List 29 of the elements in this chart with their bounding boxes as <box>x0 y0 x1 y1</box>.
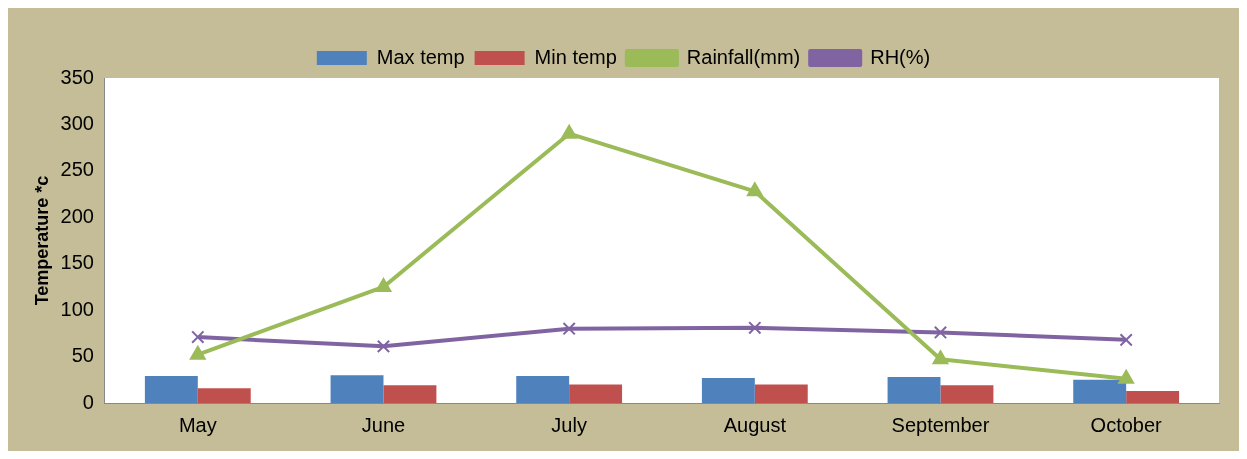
point <box>375 277 392 292</box>
y-tick-label: 350 <box>60 65 94 88</box>
point <box>376 339 391 354</box>
x-tick-label: June <box>361 413 406 436</box>
x-tick-label: August <box>723 413 787 436</box>
point <box>746 182 763 197</box>
x-tick-label: September <box>891 413 990 436</box>
legend-label: Max temp <box>376 45 465 68</box>
y-tick-label: 50 <box>71 344 94 367</box>
legend-label: Rainfall(mm) <box>686 45 801 68</box>
x-tick-label: July <box>551 413 587 436</box>
legend-label: RH(%) <box>870 45 931 68</box>
point <box>748 321 762 335</box>
x-tick-label: October <box>1090 413 1163 436</box>
point <box>932 350 949 365</box>
point <box>561 124 578 139</box>
y-tick-label: 0 <box>82 390 94 413</box>
y-tick-label: 200 <box>60 204 94 227</box>
y-tick-label: 300 <box>60 111 94 134</box>
point <box>933 325 948 340</box>
y-tick-label: 150 <box>60 251 94 274</box>
point <box>191 330 205 344</box>
point <box>1119 333 1133 347</box>
x-tick-label: May <box>178 413 217 436</box>
y-axis-title: Temperature *c <box>31 175 52 306</box>
legend-label: Min temp <box>534 45 617 68</box>
point <box>562 322 576 336</box>
y-tick-label: 100 <box>60 297 94 320</box>
y-tick-label: 250 <box>60 158 94 181</box>
